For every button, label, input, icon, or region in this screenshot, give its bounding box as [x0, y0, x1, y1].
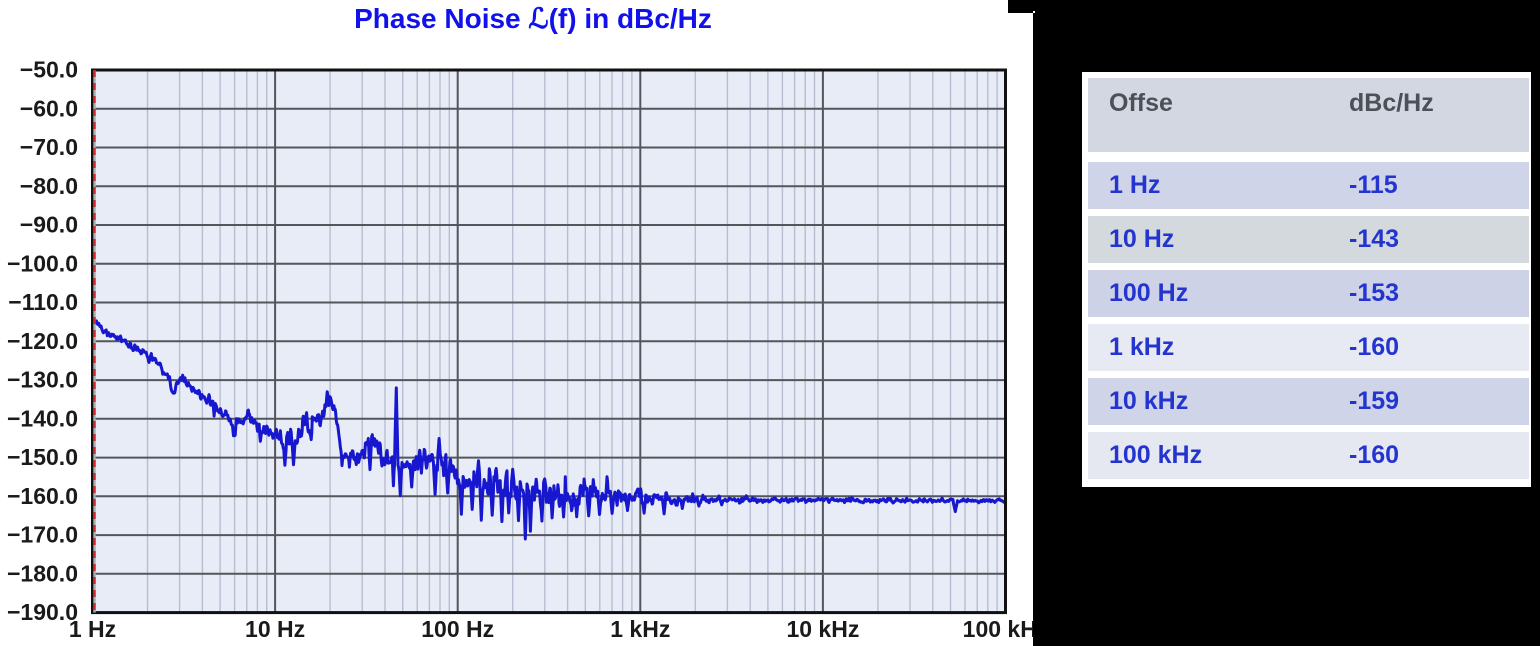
- svg-text:−140.0: −140.0: [7, 405, 78, 431]
- svg-text:1 Hz: 1 Hz: [69, 616, 116, 642]
- svg-text:−60.0: −60.0: [20, 95, 78, 121]
- svg-text:10 Hz: 10 Hz: [245, 616, 305, 642]
- svg-text:−80.0: −80.0: [20, 173, 78, 199]
- svg-text:10 kHz: 10 kHz: [786, 616, 859, 642]
- svg-text:−160.0: −160.0: [7, 483, 78, 509]
- svg-text:−100.0: −100.0: [7, 250, 78, 276]
- svg-text:−50.0: −50.0: [20, 57, 78, 83]
- svg-text:−110.0: −110.0: [8, 289, 78, 315]
- svg-text:1 kHz: 1 kHz: [610, 616, 670, 642]
- svg-text:−180.0: −180.0: [7, 560, 78, 586]
- svg-text:−150.0: −150.0: [7, 444, 78, 470]
- svg-text:Phase Noise ℒ(f) in dBc/Hz: Phase Noise ℒ(f) in dBc/Hz: [354, 3, 712, 34]
- svg-text:−120.0: −120.0: [7, 328, 78, 354]
- svg-text:−70.0: −70.0: [20, 134, 78, 160]
- svg-text:−190.0: −190.0: [7, 599, 78, 625]
- svg-text:−170.0: −170.0: [7, 522, 78, 548]
- svg-text:−130.0: −130.0: [7, 367, 78, 393]
- svg-text:−90.0: −90.0: [20, 212, 78, 238]
- svg-text:100 Hz: 100 Hz: [421, 616, 494, 642]
